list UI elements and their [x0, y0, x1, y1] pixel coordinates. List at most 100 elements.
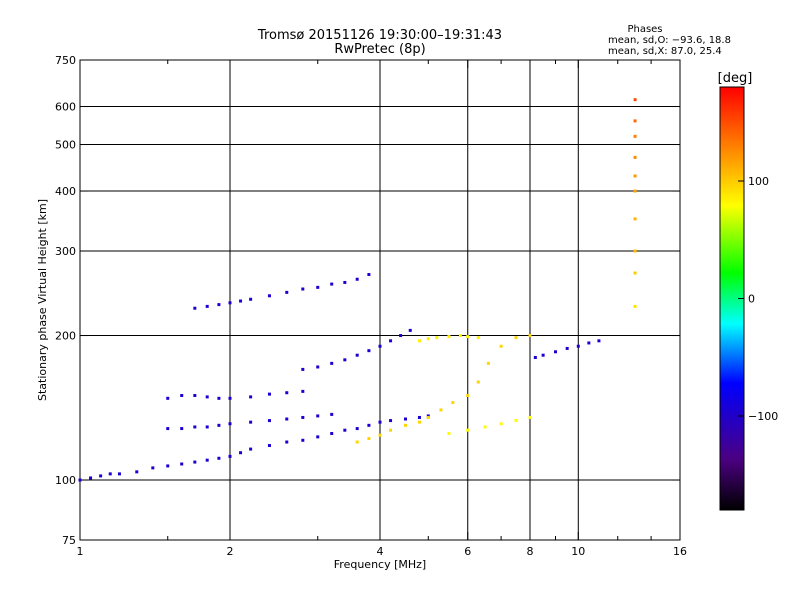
x-tick-label: 1 — [77, 545, 84, 558]
data-point — [417, 339, 421, 343]
data-point — [476, 380, 480, 384]
data-point — [193, 460, 197, 464]
data-point — [301, 415, 305, 419]
x-tick-label: 4 — [377, 545, 384, 558]
data-point — [228, 396, 232, 400]
data-point — [99, 474, 103, 478]
y-tick-label: 400 — [55, 185, 76, 198]
colorbar-label: [deg] — [718, 71, 753, 86]
data-point — [205, 458, 209, 462]
y-axis-label: Stationary phase Virtual Height [km] — [36, 199, 49, 401]
stats-x-mode: mean, sd,X: 87.0, 25.4 — [608, 46, 722, 57]
data-point — [403, 423, 407, 427]
y-tick-label: 75 — [62, 534, 76, 547]
data-point — [417, 415, 421, 419]
chart-title: Tromsø 20151126 19:30:00–19:31:43 — [257, 28, 502, 43]
data-point — [151, 466, 155, 470]
data-point — [316, 285, 320, 289]
data-point — [267, 444, 271, 448]
data-point — [180, 427, 184, 431]
data-point — [285, 440, 289, 444]
data-point — [476, 336, 480, 340]
data-point — [389, 339, 393, 343]
data-point — [633, 271, 637, 275]
data-point — [343, 428, 347, 432]
data-point — [483, 425, 487, 429]
y-tick-label: 750 — [55, 54, 76, 67]
data-point — [378, 344, 382, 348]
data-point — [587, 341, 591, 345]
x-tick-label: 6 — [464, 545, 471, 558]
data-point — [367, 437, 371, 441]
x-axis-label: Frequency [MHz] — [334, 558, 426, 571]
data-point — [514, 419, 518, 423]
data-point — [301, 389, 305, 393]
data-point — [633, 155, 637, 159]
data-point — [378, 433, 382, 437]
data-point — [205, 395, 209, 399]
data-point — [389, 419, 393, 423]
data-point — [417, 420, 421, 424]
data-point — [553, 350, 557, 354]
data-point — [389, 428, 393, 432]
data-point — [633, 217, 637, 221]
data-point — [514, 336, 518, 340]
colorbar-tick-label: 0 — [748, 293, 755, 306]
data-point — [633, 134, 637, 138]
data-point — [330, 282, 334, 286]
data-point — [316, 365, 320, 369]
data-point — [166, 396, 170, 400]
data-point — [403, 417, 407, 421]
chart-subtitle: RwPretec (8p) — [334, 42, 425, 57]
data-point — [267, 419, 271, 423]
data-point — [565, 346, 569, 350]
data-point — [228, 301, 232, 305]
data-point — [633, 174, 637, 178]
data-point — [330, 412, 334, 416]
axis-ticks: 1 2 4 6 8 10 16 75 100 200 300 400 500 600 750 — [55, 54, 687, 558]
data-point — [426, 414, 430, 418]
data-point — [89, 476, 93, 480]
y-tick-label: 600 — [55, 101, 76, 114]
data-point — [447, 432, 451, 436]
data-point — [249, 297, 253, 301]
data-point — [466, 394, 470, 398]
data-point — [633, 98, 637, 102]
data-point — [343, 280, 347, 284]
data-point — [193, 394, 197, 398]
data-point — [301, 367, 305, 371]
data-point — [316, 414, 320, 418]
data-point — [435, 336, 439, 340]
y-tick-label: 100 — [55, 474, 76, 487]
data-point — [367, 423, 371, 427]
data-point — [486, 361, 490, 365]
data-point — [378, 420, 382, 424]
data-point — [355, 353, 359, 357]
x-tick-label: 16 — [673, 545, 687, 558]
data-point — [239, 299, 243, 303]
data-point — [367, 349, 371, 353]
data-point — [330, 432, 334, 436]
data-point — [367, 273, 371, 277]
data-point — [193, 306, 197, 310]
data-point — [285, 290, 289, 294]
data-point — [217, 396, 221, 400]
data-point — [193, 425, 197, 429]
data-point — [301, 287, 305, 291]
data-point — [239, 451, 243, 455]
data-point — [499, 422, 503, 426]
data-point — [217, 456, 221, 460]
data-point — [528, 415, 532, 419]
data-point — [108, 472, 112, 476]
data-point — [228, 422, 232, 426]
data-point — [499, 344, 503, 348]
data-point — [166, 427, 170, 431]
data-point — [301, 438, 305, 442]
data-point — [399, 334, 403, 338]
data-point — [447, 335, 451, 339]
y-tick-label: 200 — [55, 330, 76, 343]
data-point — [633, 189, 637, 193]
data-point — [180, 462, 184, 466]
data-point — [316, 435, 320, 439]
data-point — [576, 344, 580, 348]
